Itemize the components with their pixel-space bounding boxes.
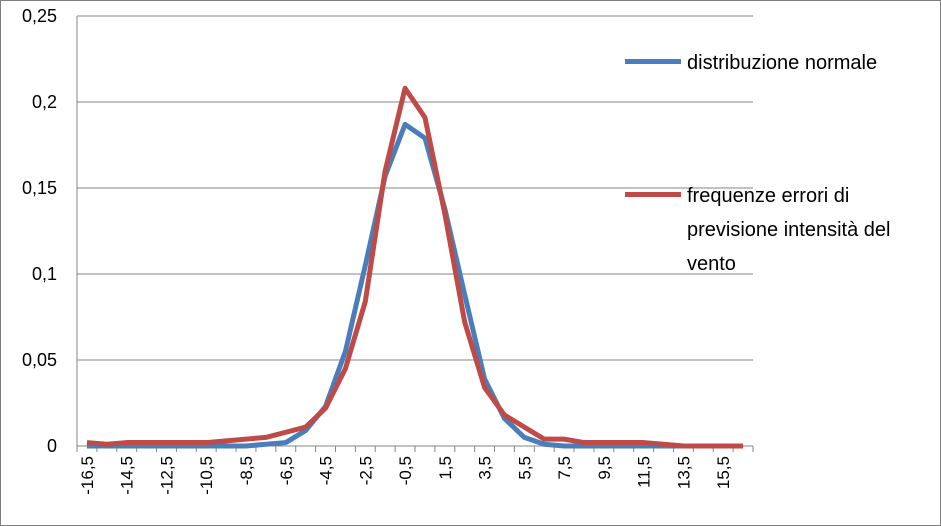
legend-swatch bbox=[625, 192, 681, 197]
x-tick-label: -6,5 bbox=[277, 456, 296, 485]
x-tick-label: 3,5 bbox=[476, 456, 495, 480]
legend-item: frequenze errori di previsione intensità… bbox=[625, 179, 925, 281]
x-tick-label: 5,5 bbox=[515, 456, 534, 480]
series-line bbox=[86, 85, 744, 449]
x-tick-label: -2,5 bbox=[356, 456, 375, 485]
x-tick-label: 1,5 bbox=[436, 456, 455, 480]
y-tick-label: 0,15 bbox=[22, 178, 57, 198]
x-tick-label: 13,5 bbox=[674, 456, 693, 489]
x-tick-label: 7,5 bbox=[555, 456, 574, 480]
x-tick-label: 11,5 bbox=[635, 456, 654, 488]
x-tick-label: 15,5 bbox=[714, 456, 733, 489]
legend-label: distribuzione normale bbox=[687, 52, 878, 74]
x-tick-label: 9,5 bbox=[595, 456, 614, 480]
y-tick-label: 0,1 bbox=[32, 264, 57, 284]
legend-label: frequenze errori di previsione intensità… bbox=[687, 185, 891, 275]
x-tick-label: -12,5 bbox=[157, 456, 176, 495]
x-tick-label: -8,5 bbox=[237, 456, 256, 485]
legend-swatch bbox=[625, 59, 681, 64]
y-tick-label: 0,25 bbox=[22, 6, 57, 26]
y-tick-label: 0,05 bbox=[22, 350, 57, 370]
x-tick-label: -4,5 bbox=[317, 456, 336, 485]
x-tick-label: -14,5 bbox=[118, 456, 137, 495]
legend-item: distribuzione normale bbox=[625, 46, 925, 80]
x-tick-label: -16,5 bbox=[78, 456, 97, 495]
y-tick-label: 0 bbox=[47, 436, 57, 456]
x-tick-label: -0,5 bbox=[396, 456, 415, 485]
y-tick-label: 0,2 bbox=[32, 92, 57, 112]
series-line bbox=[86, 121, 744, 449]
x-tick-label: -10,5 bbox=[197, 456, 216, 495]
